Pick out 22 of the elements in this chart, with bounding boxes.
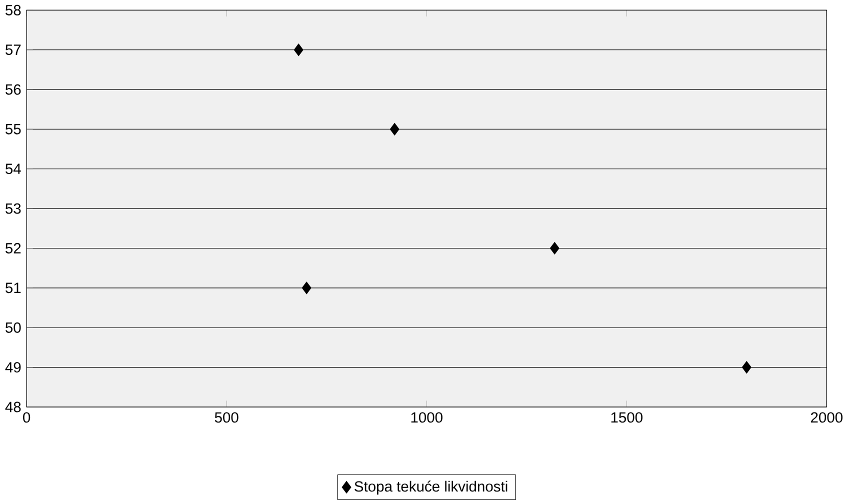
legend-label: Stopa tekuće likvidnosti: [354, 480, 508, 495]
y-tick-label: 48: [5, 402, 21, 412]
y-tick-label: 56: [6, 84, 21, 95]
y-tick-label: 50: [6, 322, 21, 333]
y-tick-label: 53: [6, 203, 21, 214]
y-tick-label: 57: [6, 44, 21, 56]
y-tick-label: 49: [5, 362, 21, 373]
point: [742, 361, 752, 374]
x-tick-label: 2000: [810, 412, 843, 423]
x-tick-label: 500: [214, 412, 238, 423]
point: [294, 44, 304, 56]
point: [550, 242, 560, 254]
x-tick-label: 0: [23, 412, 30, 423]
point: [302, 282, 312, 294]
x-tick-label: 1500: [611, 412, 642, 423]
y-tick-label: 52: [6, 243, 21, 254]
y-tick-label: 58: [6, 4, 21, 16]
point: [390, 123, 400, 136]
y-tick-label: 54: [6, 164, 21, 174]
y-tick-label: 51: [6, 282, 21, 294]
y-tick-label: 55: [6, 124, 21, 134]
x-tick-label: 1000: [411, 412, 442, 423]
